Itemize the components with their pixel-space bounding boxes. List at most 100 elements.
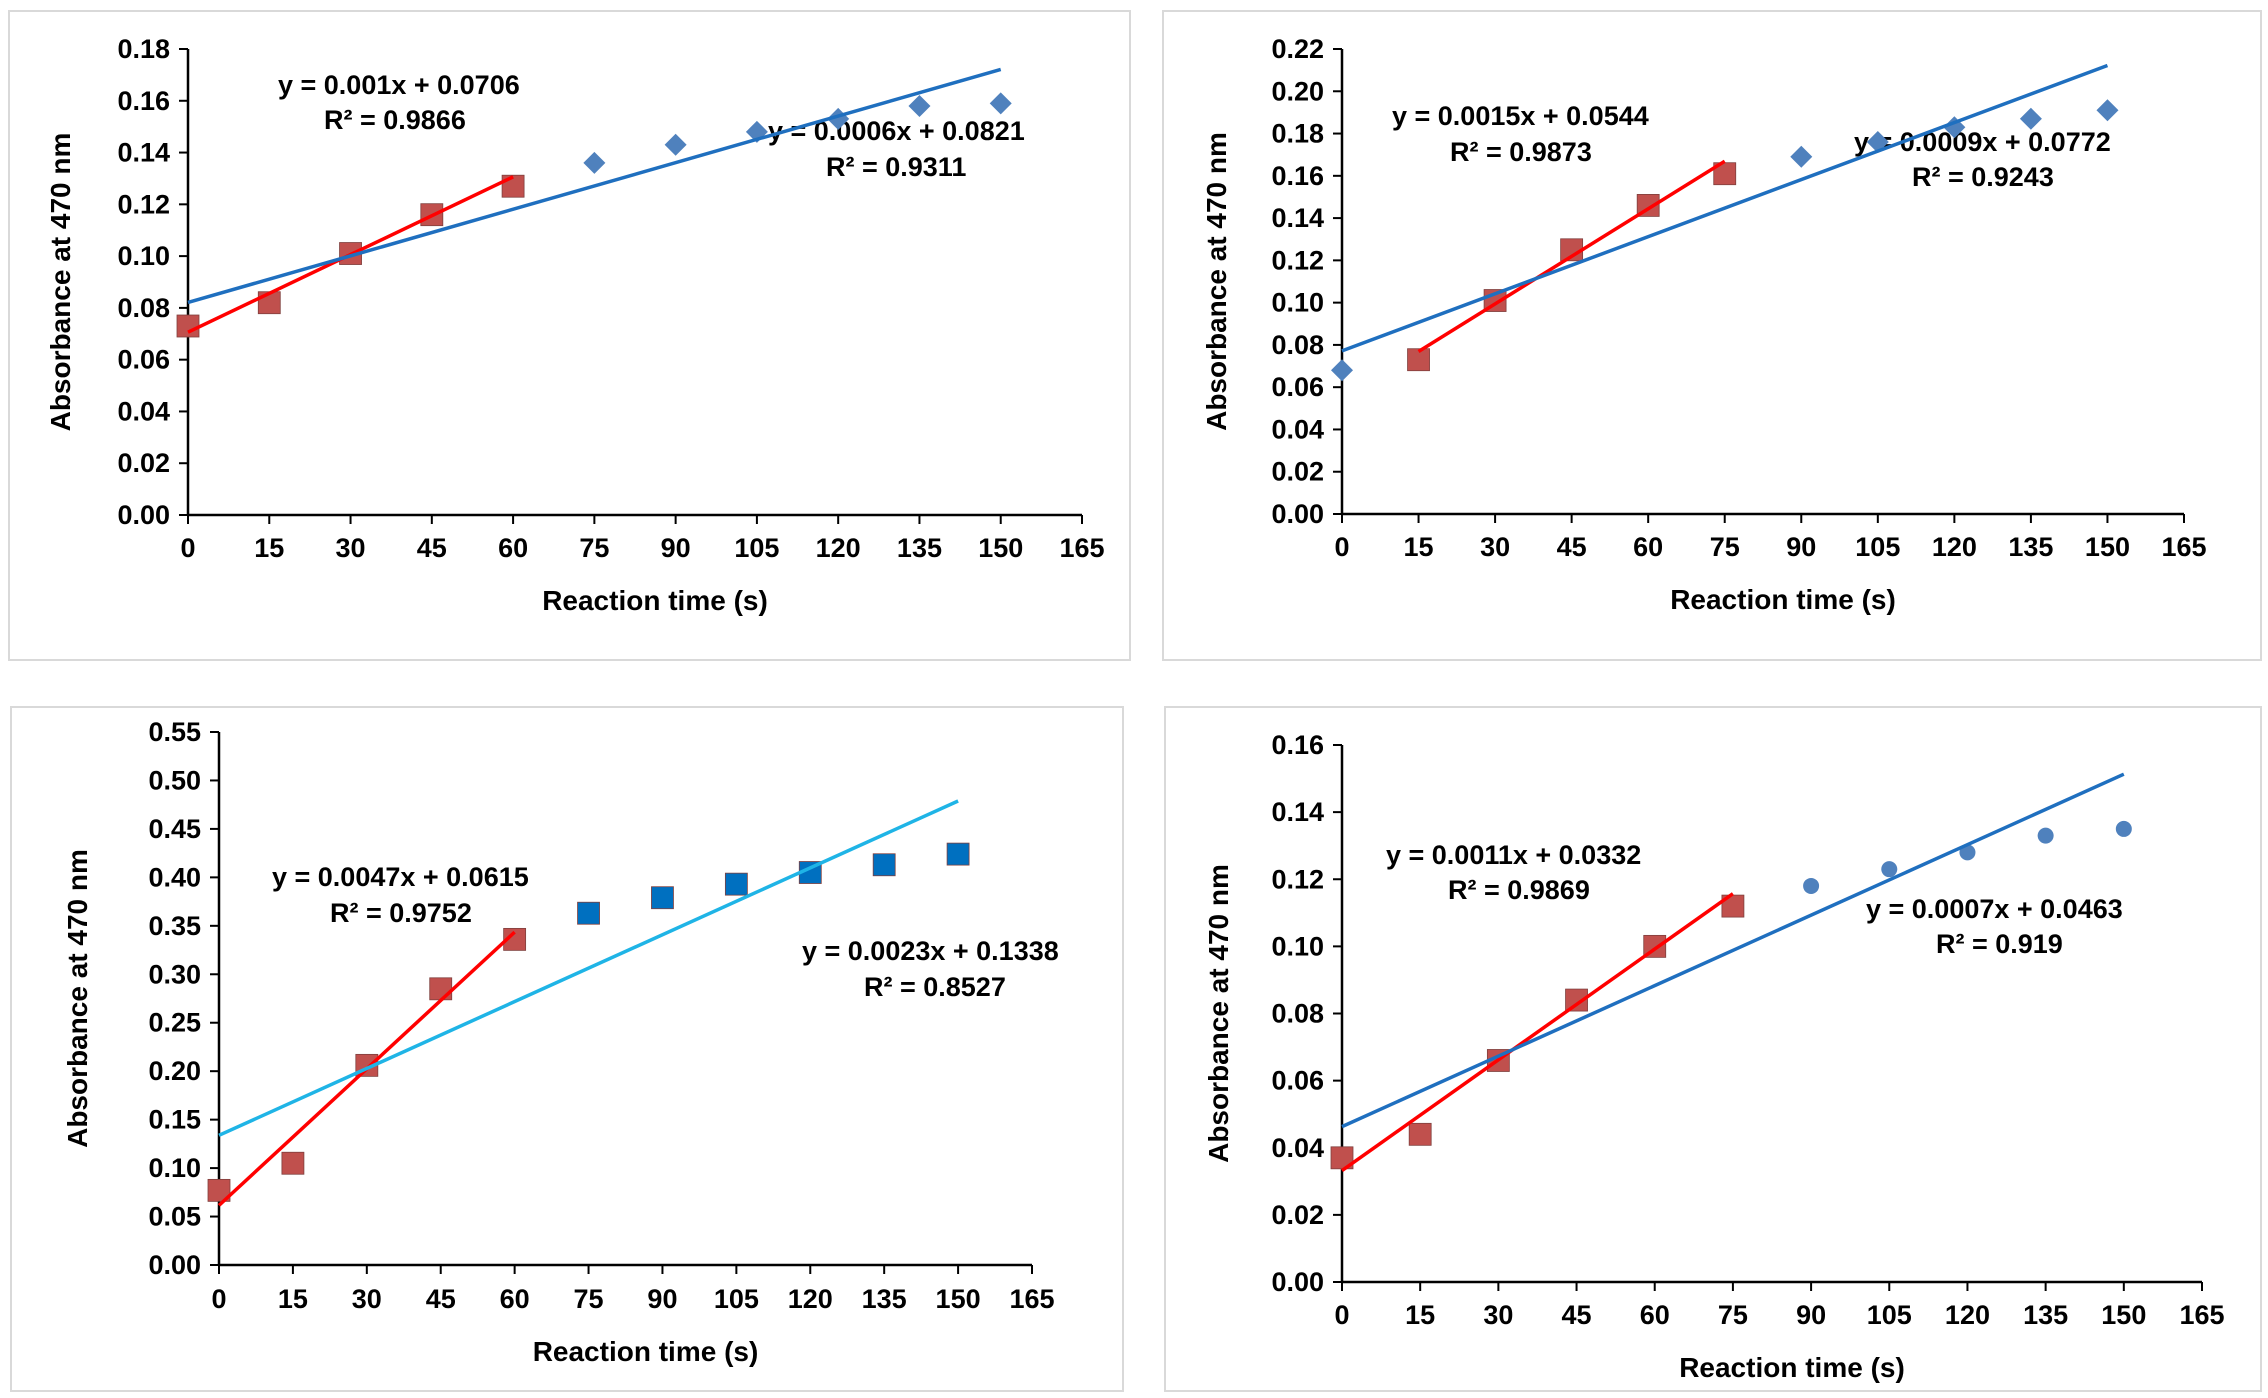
trendline-r2-red: R² = 0.9873 <box>1450 137 1592 167</box>
x-tick-label: 15 <box>254 533 284 563</box>
chart-svg: Absorbance at 470 nm Reaction time (s) y… <box>1201 34 2207 615</box>
trendline-equation-red: y = 0.001x + 0.0706 <box>278 70 520 100</box>
x-tick-label: 45 <box>426 1284 456 1314</box>
data-point-diamond <box>745 120 768 143</box>
x-tick-label: 0 <box>180 533 195 563</box>
trendline-blue <box>1341 63 2109 353</box>
chart-svg: Absorbance at 470 nm Reaction time (s) y… <box>1203 730 2225 1383</box>
data-point-circle <box>1803 877 1820 894</box>
y-tick-label: 0.00 <box>1271 1267 1324 1297</box>
trendline-equation-blue: y = 0.0023x + 0.1338 <box>802 936 1059 966</box>
y-axis-title: Absorbance at 470 nm <box>1201 132 1232 431</box>
data-point-square <box>872 853 896 877</box>
data-point-square <box>1407 348 1430 372</box>
y-tick-label: 0.00 <box>117 500 170 530</box>
chart-panel-top-right: Absorbance at 470 nm Reaction time (s) y… <box>1162 10 2262 661</box>
x-tick-label: 30 <box>336 533 366 563</box>
x-tick-label: 30 <box>1483 1300 1513 1330</box>
trendline-equation-blue: y = 0.0009x + 0.0772 <box>1854 127 2111 157</box>
x-tick-label: 45 <box>1557 532 1587 562</box>
trendline-r2-blue: R² = 0.9311 <box>826 152 966 182</box>
x-tick-label: 60 <box>498 533 528 563</box>
x-tick-label: 75 <box>1718 1300 1748 1330</box>
y-tick-label: 0.14 <box>1271 203 1324 233</box>
y-tick-label: 0.08 <box>1271 999 1324 1029</box>
data-point-diamond <box>2019 107 2042 130</box>
x-tick-label: 150 <box>936 1284 981 1314</box>
x-tick-label: 15 <box>1404 532 1434 562</box>
y-tick-label: 0.06 <box>1271 1066 1324 1096</box>
y-tick-label: 0.04 <box>1271 1133 1324 1163</box>
trendline-equation-red: y = 0.0015x + 0.0544 <box>1392 101 1649 131</box>
trendline-blue <box>218 799 959 1137</box>
y-tick-label: 0.10 <box>117 241 170 271</box>
trendline-r2-red: R² = 0.9869 <box>1448 875 1590 905</box>
x-tick-label: 105 <box>734 533 779 563</box>
y-tick-label: 0.30 <box>148 959 201 989</box>
y-axis-title: Absorbance at 470 nm <box>62 849 93 1148</box>
trendline-blue <box>187 67 1002 305</box>
data-point-diamond <box>1331 359 1353 382</box>
chart-panel-top-left: Absorbance at 470 nm Reaction time (s) y… <box>8 10 1131 661</box>
trendline-equation-blue: y = 0.0007x + 0.0463 <box>1866 894 2123 924</box>
x-tick-label: 105 <box>714 1284 759 1314</box>
x-tick-label: 45 <box>1562 1300 1592 1330</box>
y-tick-label: 0.08 <box>1271 330 1324 360</box>
y-tick-label: 0.18 <box>1271 119 1324 149</box>
y-tick-label: 0.20 <box>148 1056 201 1086</box>
chart-svg: Absorbance at 470 nm Reaction time (s) y… <box>45 34 1105 616</box>
x-axis-title: Reaction time (s) <box>1679 1352 1905 1383</box>
y-tick-label: 0.08 <box>117 293 170 323</box>
y-axis-title: Absorbance at 470 nm <box>45 133 76 432</box>
x-tick-label: 150 <box>978 533 1023 563</box>
data-point-circle <box>2115 820 2132 837</box>
data-point-square <box>503 927 527 951</box>
y-tick-label: 0.45 <box>148 814 201 844</box>
trendline-equation-red: y = 0.0011x + 0.0332 <box>1386 840 1641 870</box>
x-tick-label: 90 <box>661 533 691 563</box>
y-tick-label: 0.14 <box>1271 797 1324 827</box>
x-tick-label: 150 <box>2085 532 2130 562</box>
x-tick-label: 0 <box>211 1284 226 1314</box>
y-tick-label: 0.10 <box>148 1153 201 1183</box>
x-tick-label: 150 <box>2101 1300 2146 1330</box>
y-tick-label: 0.20 <box>1271 76 1324 106</box>
trendline-r2-blue: R² = 0.919 <box>1936 929 2063 959</box>
x-tick-label: 105 <box>1867 1300 1912 1330</box>
y-tick-label: 0.50 <box>148 765 201 795</box>
chart-svg: Absorbance at 470 nm Reaction time (s) y… <box>62 717 1059 1367</box>
y-tick-label: 0.00 <box>148 1250 201 1280</box>
trendline-blue <box>1341 772 2125 1129</box>
data-point-diamond <box>1790 145 1813 168</box>
y-tick-label: 0.22 <box>1271 34 1324 64</box>
data-point-square <box>1565 988 1588 1012</box>
data-point-square <box>577 901 600 925</box>
trendline-red <box>1417 159 1726 353</box>
x-tick-label: 165 <box>1059 533 1104 563</box>
x-axis-title: Reaction time (s) <box>542 585 768 616</box>
x-tick-label: 0 <box>1334 532 1349 562</box>
trendline-equation-red: y = 0.0047x + 0.0615 <box>272 862 529 892</box>
y-tick-label: 0.10 <box>1271 288 1324 318</box>
trendline-r2-blue: R² = 0.9243 <box>1912 162 2054 192</box>
chart-panel-bottom-right: Absorbance at 470 nm Reaction time (s) y… <box>1164 706 2262 1392</box>
y-axis-title: Absorbance at 470 nm <box>1203 864 1234 1163</box>
x-tick-label: 90 <box>647 1284 677 1314</box>
data-point-square <box>281 1151 305 1175</box>
data-point-circle <box>2037 827 2054 844</box>
x-tick-label: 90 <box>1786 532 1816 562</box>
y-tick-label: 0.02 <box>1271 457 1324 487</box>
x-tick-label: 30 <box>352 1284 382 1314</box>
y-tick-label: 0.02 <box>1271 1200 1324 1230</box>
y-tick-label: 0.06 <box>1271 372 1324 402</box>
x-tick-label: 75 <box>579 533 609 563</box>
y-tick-label: 0.02 <box>117 448 170 478</box>
x-tick-label: 60 <box>1633 532 1663 562</box>
x-tick-label: 120 <box>788 1284 833 1314</box>
y-tick-label: 0.06 <box>117 345 170 375</box>
data-point-circle <box>1881 861 1898 878</box>
data-point-diamond <box>664 133 687 156</box>
y-tick-label: 0.04 <box>1271 414 1324 444</box>
data-point-diamond <box>989 92 1012 115</box>
data-point-square <box>651 886 674 910</box>
